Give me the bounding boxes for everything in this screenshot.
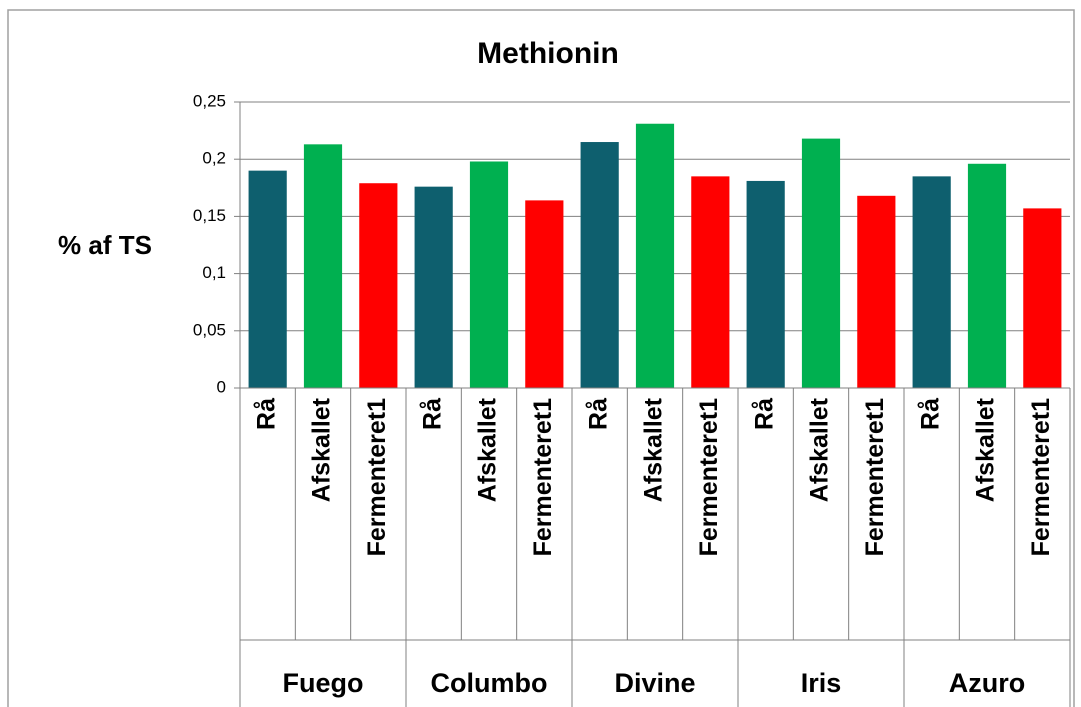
x-tick-label: Afskallet: [474, 397, 502, 502]
x-tick-label: Fermenteret1: [529, 398, 557, 556]
chart-title: Methionin: [477, 37, 619, 70]
x-tick-label: Rå: [584, 398, 612, 430]
bar: [967, 163, 1007, 388]
y-tick-label: 0,1: [202, 263, 226, 282]
y-tick-label: 0,15: [193, 206, 226, 225]
bar: [469, 161, 509, 388]
x-tick-label: Rå: [252, 398, 280, 430]
y-tick-label: 0,25: [193, 91, 226, 110]
group-label: Fuego: [283, 668, 364, 698]
y-tick-label: 0,05: [193, 320, 226, 339]
y-tick-label: 0: [217, 377, 226, 396]
bar: [525, 200, 564, 388]
group-label: Divine: [614, 668, 695, 698]
bar: [746, 180, 785, 388]
group-label: Iris: [801, 668, 842, 698]
y-tick-label: 0,2: [202, 149, 226, 168]
bar: [303, 144, 343, 388]
bar: [801, 138, 841, 388]
x-tick-label: Rå: [418, 398, 446, 430]
x-tick-label: Afskallet: [640, 397, 668, 502]
bar: [414, 186, 453, 388]
x-tick-label: Afskallet: [972, 397, 1000, 502]
bar: [580, 142, 619, 388]
bar: [248, 170, 287, 388]
bar: [912, 176, 951, 388]
group-label: Azuro: [949, 668, 1026, 698]
bar: [1023, 208, 1062, 388]
x-tick-label: Afskallet: [308, 397, 336, 502]
x-tick-label: Fermenteret1: [363, 398, 391, 556]
group-label: Columbo: [431, 668, 548, 698]
x-tick-label: Fermenteret1: [861, 398, 889, 556]
x-tick-label: Rå: [750, 398, 778, 430]
y-axis-label: % af TS: [58, 230, 152, 260]
x-tick-label: Fermenteret1: [695, 398, 723, 556]
x-tick-label: Rå: [916, 398, 944, 430]
bar: [691, 176, 730, 388]
bar: [635, 123, 675, 389]
x-tick-label: Afskallet: [806, 397, 834, 502]
bar: [857, 195, 896, 388]
x-tick-label: Fermenteret1: [1027, 398, 1055, 556]
bar: [359, 183, 398, 388]
